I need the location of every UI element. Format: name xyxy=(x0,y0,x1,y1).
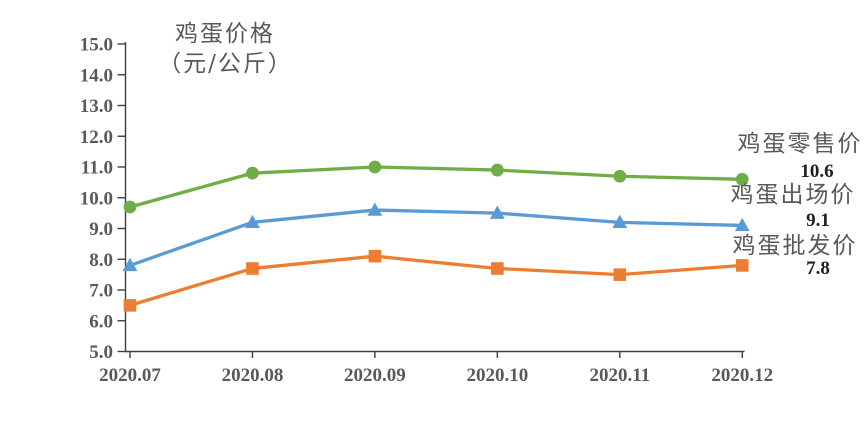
marker-triangle xyxy=(612,214,628,229)
marker-circle xyxy=(613,169,627,183)
y-tick-label: 7.0 xyxy=(89,281,113,302)
x-tick-label: 2020.08 xyxy=(222,365,284,386)
data-label-egg-farmgate-price: 9.1 xyxy=(806,210,830,231)
x-tick-label: 2020.10 xyxy=(466,365,528,386)
marker-square xyxy=(123,299,137,312)
y-tick-label: 14.0 xyxy=(80,65,113,86)
marker-square xyxy=(735,259,749,272)
x-tick-label: 2020.07 xyxy=(99,365,161,386)
chart-title: 鸡蛋价格 xyxy=(175,21,275,47)
series-line-1 xyxy=(128,208,744,268)
x-tick-label: 2020.09 xyxy=(344,365,406,386)
data-label-egg-wholesale-price: 7.8 xyxy=(806,258,830,279)
marker-triangle xyxy=(245,214,260,229)
y-tick-label: 11.0 xyxy=(81,158,113,179)
legend-label-egg-retail-price: 鸡蛋零售价 xyxy=(737,131,863,157)
legend-label-egg-farmgate-price: 鸡蛋出场价 xyxy=(730,182,856,208)
y-tick-label: 10.0 xyxy=(80,188,113,209)
marker-circle xyxy=(123,200,137,214)
marker-triangle xyxy=(122,257,138,272)
marker-triangle xyxy=(367,202,383,216)
y-tick-label: 5.0 xyxy=(89,342,113,363)
data-label-egg-retail-price: 10.6 xyxy=(800,161,834,182)
y-tick-label: 13.0 xyxy=(80,96,113,117)
marker-triangle xyxy=(734,217,750,232)
marker-triangle xyxy=(489,205,505,219)
marker-square xyxy=(368,249,382,263)
y-tick-label: 8.0 xyxy=(89,250,113,271)
y-tick-label: 15.0 xyxy=(80,35,113,56)
legend-label-egg-wholesale-price: 鸡蛋批发价 xyxy=(732,233,858,259)
series-line-2 xyxy=(128,254,744,308)
marker-square xyxy=(613,268,627,281)
marker-circle xyxy=(368,160,382,174)
marker-square xyxy=(491,262,504,275)
marker-circle xyxy=(735,172,749,186)
y-tick-label: 9.0 xyxy=(89,219,113,240)
y-tick-label: 12.0 xyxy=(80,127,113,148)
y-tick-label: 6.0 xyxy=(89,311,113,332)
marker-circle xyxy=(246,166,259,180)
chart-unit-label: （元/公斤） xyxy=(158,51,293,77)
marker-square xyxy=(246,262,259,275)
series-line-0 xyxy=(128,165,744,209)
x-tick-label: 2020.12 xyxy=(711,365,773,386)
marker-circle xyxy=(490,163,504,177)
x-tick-label: 2020.11 xyxy=(589,365,650,386)
